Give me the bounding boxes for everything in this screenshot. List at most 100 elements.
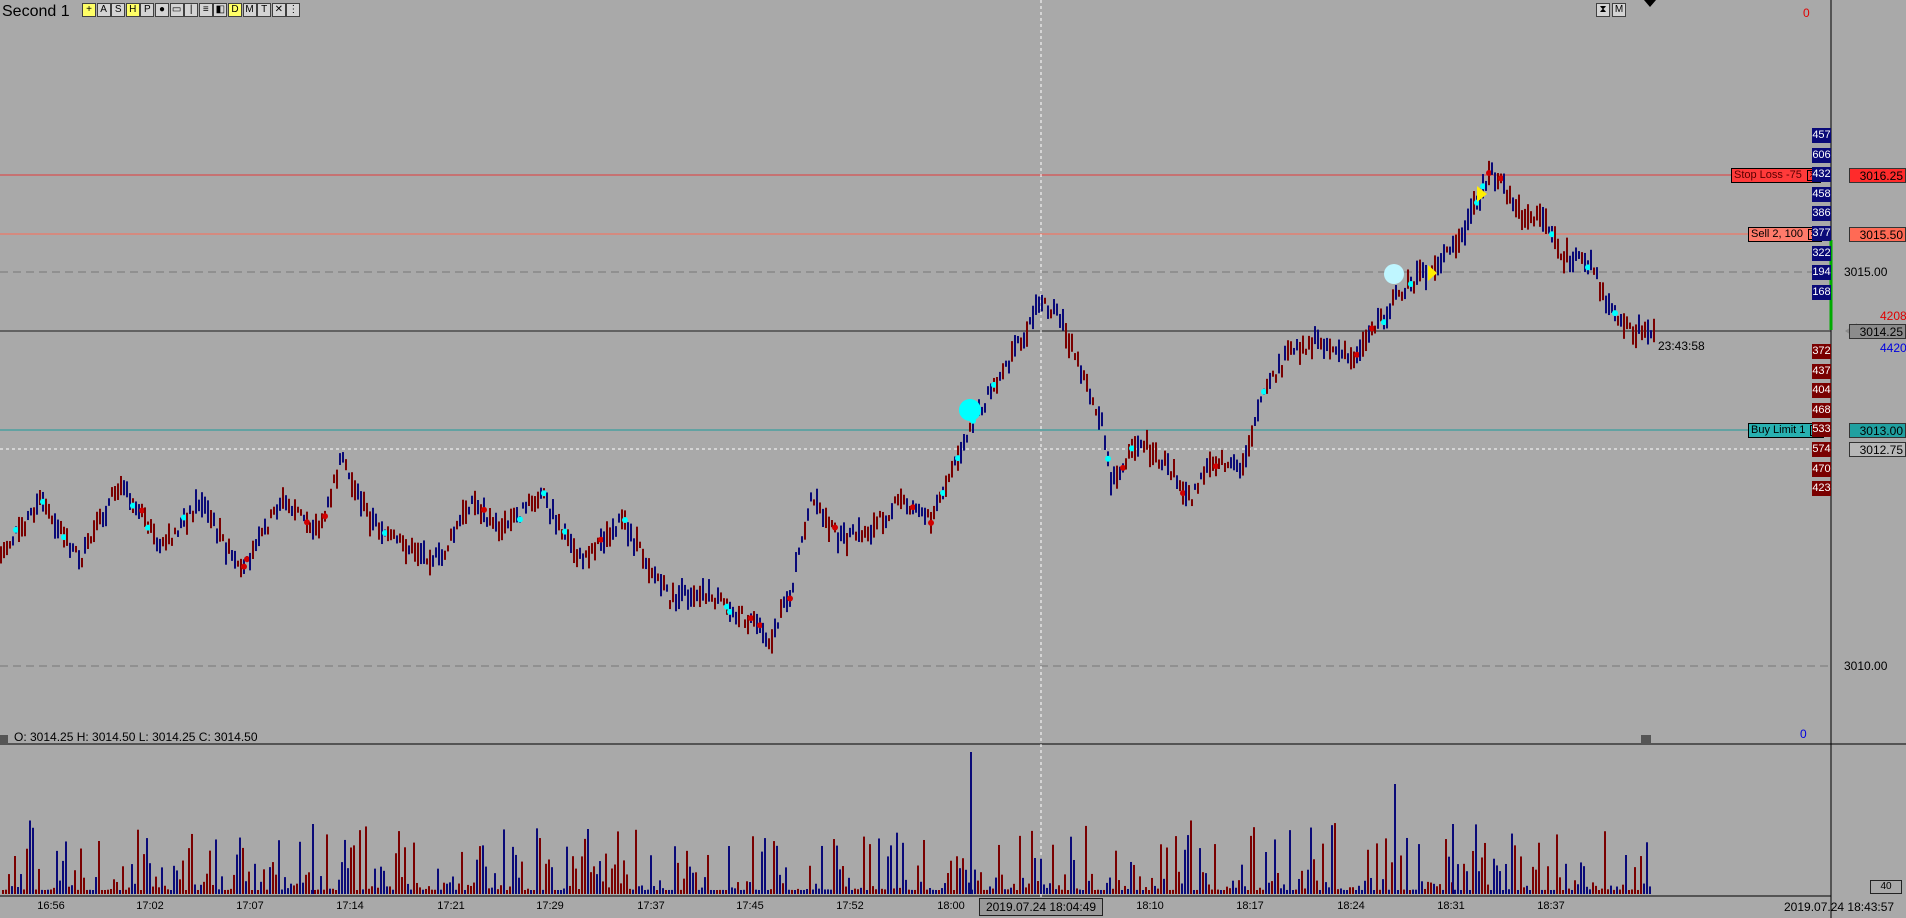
volume-bar bbox=[770, 889, 772, 894]
volume-bar bbox=[788, 889, 790, 894]
price-bar bbox=[1302, 335, 1304, 354]
price-bar bbox=[909, 505, 911, 515]
time-axis-label: 17:02 bbox=[136, 900, 164, 912]
zoom-tool-icon[interactable]: ⧗ bbox=[1596, 3, 1610, 17]
price-bar bbox=[948, 473, 950, 483]
s-tool-icon[interactable]: S bbox=[111, 3, 126, 17]
price-bar bbox=[1338, 339, 1340, 363]
price-bar bbox=[312, 519, 314, 540]
volume-bar bbox=[761, 851, 763, 894]
h-tool-icon[interactable]: H bbox=[125, 3, 140, 17]
volume-bar bbox=[56, 850, 58, 894]
volume-bar bbox=[317, 889, 319, 894]
price-bar bbox=[1620, 313, 1622, 327]
crosshair-icon[interactable]: + bbox=[82, 3, 96, 17]
price-bar bbox=[192, 510, 194, 523]
volume-bar bbox=[812, 889, 814, 894]
volume-bar bbox=[836, 845, 838, 894]
volume-bar bbox=[779, 874, 781, 894]
volume-bar bbox=[1217, 889, 1219, 894]
trade-dot bbox=[1120, 464, 1126, 471]
volume-bar bbox=[1022, 877, 1024, 894]
volume-bar bbox=[608, 887, 610, 894]
m-right-icon[interactable]: M bbox=[1612, 3, 1626, 17]
price-bar bbox=[1071, 333, 1073, 352]
price-bar bbox=[813, 499, 815, 506]
price-bar bbox=[1179, 480, 1181, 492]
order-tag[interactable]: Stop Loss -75✕ bbox=[1731, 168, 1821, 183]
price-bar bbox=[1080, 365, 1082, 384]
price-bar bbox=[1446, 246, 1448, 253]
more-icon[interactable]: ⋮ bbox=[286, 3, 301, 17]
price-bar bbox=[771, 629, 773, 654]
volume-bar bbox=[20, 874, 22, 894]
volume-bar bbox=[992, 888, 994, 894]
volume-bar bbox=[1640, 856, 1642, 894]
t-tool-icon[interactable]: T bbox=[257, 3, 272, 17]
volume-bar bbox=[908, 889, 910, 894]
order-tag[interactable]: Sell 2, 100✕ bbox=[1748, 227, 1822, 242]
volume-bar bbox=[893, 888, 895, 894]
volume-bar bbox=[1019, 835, 1021, 894]
price-bar bbox=[1185, 481, 1187, 507]
volume-bar bbox=[188, 848, 190, 894]
volume-bar bbox=[1592, 882, 1594, 894]
volume-bar bbox=[548, 859, 550, 894]
volume-bar bbox=[1568, 888, 1570, 894]
volume-bar bbox=[581, 856, 583, 894]
volume-bar bbox=[368, 888, 370, 894]
price-bar bbox=[1422, 262, 1424, 278]
price-bar bbox=[534, 496, 536, 512]
volume-bar bbox=[719, 889, 721, 894]
price-bar bbox=[906, 498, 908, 515]
rectangle-tool-icon[interactable]: ▭ bbox=[169, 3, 184, 17]
price-bar bbox=[129, 493, 131, 511]
volume-bar bbox=[143, 854, 145, 894]
volume-bar bbox=[1184, 849, 1186, 894]
price-bar bbox=[435, 547, 437, 558]
price-bar bbox=[768, 638, 770, 650]
price-bar bbox=[960, 441, 962, 464]
price-bar bbox=[375, 513, 377, 527]
server-clock: 2019.07.24 18:43:57 bbox=[1784, 900, 1895, 914]
horizontal-lines-icon[interactable]: ≡ bbox=[198, 3, 213, 17]
volume-bar bbox=[113, 879, 115, 894]
price-bar bbox=[1155, 442, 1157, 463]
price-bar bbox=[150, 519, 152, 533]
text-tool-icon[interactable]: A bbox=[96, 3, 111, 17]
m-tool-icon[interactable]: M bbox=[242, 3, 257, 17]
vertical-line-icon[interactable]: | bbox=[184, 3, 199, 17]
trade-dot bbox=[139, 507, 145, 514]
price-bar bbox=[1572, 251, 1574, 273]
p-tool-icon[interactable]: P bbox=[140, 3, 155, 17]
volume-bar bbox=[473, 882, 475, 894]
volume-bar bbox=[1055, 889, 1057, 894]
volume-bar bbox=[1556, 834, 1558, 894]
volume-bar bbox=[362, 889, 364, 894]
volume-bar bbox=[1142, 889, 1144, 894]
d-tool-icon[interactable]: D bbox=[228, 3, 242, 17]
dot-tool-icon[interactable]: ● bbox=[155, 3, 169, 17]
volume-bar bbox=[698, 889, 700, 894]
price-bar bbox=[0, 546, 2, 564]
volume-bar bbox=[248, 871, 250, 894]
zero-bottom-label: 0 bbox=[1800, 727, 1807, 741]
dom-bid-size: 457 bbox=[1812, 128, 1831, 143]
fill-tool-icon[interactable]: ◧ bbox=[213, 3, 228, 17]
volume-bar bbox=[104, 889, 106, 894]
price-bar bbox=[966, 434, 968, 443]
scroll-handle[interactable] bbox=[1641, 735, 1651, 745]
remove-tool-icon[interactable]: ✕ bbox=[271, 3, 286, 17]
price-bar bbox=[1566, 237, 1568, 263]
volume-bar bbox=[1166, 847, 1168, 894]
volume-bar bbox=[1397, 889, 1399, 894]
price-bar bbox=[882, 511, 884, 535]
price-bar bbox=[1116, 465, 1118, 489]
price-bar bbox=[81, 557, 83, 568]
price-bar bbox=[66, 528, 68, 546]
trade-dot bbox=[241, 563, 247, 570]
scroll-handle-left[interactable] bbox=[0, 735, 8, 745]
volume-bar bbox=[791, 889, 793, 894]
price-bar bbox=[717, 587, 719, 604]
